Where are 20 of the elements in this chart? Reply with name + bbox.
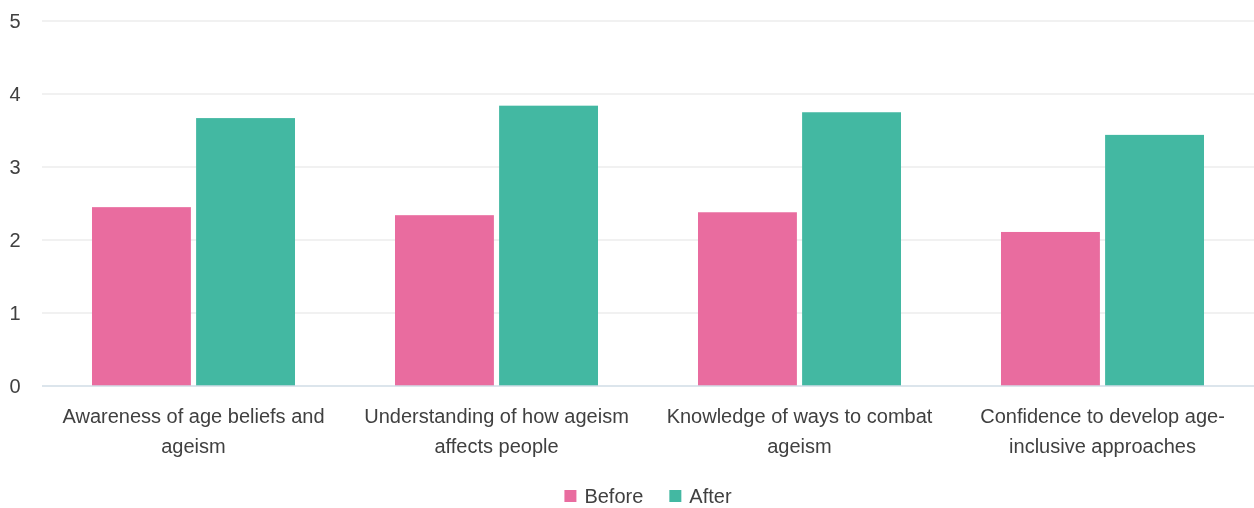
y-tick-label: 0	[9, 375, 21, 397]
y-tick-label: 5	[9, 10, 21, 32]
y-tick-label: 2	[9, 229, 21, 251]
x-tick-label: Understanding of how ageism affects people	[364, 405, 629, 457]
y-tick-label: 3	[9, 156, 21, 178]
x-tick-label: Knowledge of ways to combat ageism	[666, 405, 933, 457]
legend-label: Before	[584, 485, 644, 507]
bar	[1000, 231, 1100, 386]
x-tick-label: Awareness of age beliefs and ageism	[62, 405, 325, 457]
y-tick-label: 1	[9, 302, 21, 324]
bar	[92, 207, 191, 386]
bar	[499, 105, 599, 386]
x-tick-label: Confidence to develop age-inclusive approaches	[980, 405, 1225, 457]
bar	[1105, 134, 1204, 386]
bar	[395, 215, 494, 386]
y-tick-label: 4	[9, 83, 21, 105]
bar	[698, 212, 797, 386]
bar	[802, 112, 902, 386]
bar	[196, 118, 296, 386]
legend-label: After	[689, 485, 732, 507]
